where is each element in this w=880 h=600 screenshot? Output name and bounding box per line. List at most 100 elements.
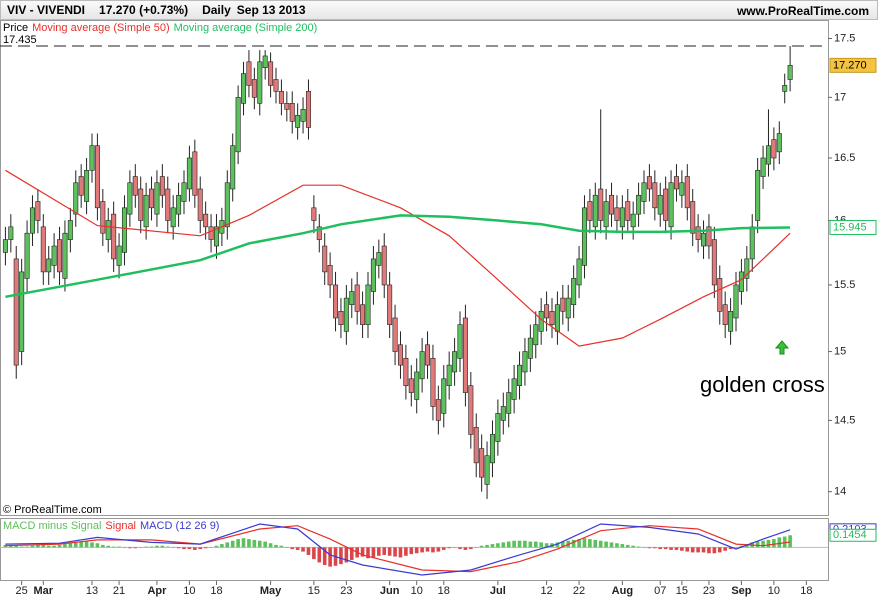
histogram-bar bbox=[772, 539, 776, 548]
candle-body bbox=[19, 271, 25, 352]
x-tick-label: Jun bbox=[380, 585, 400, 597]
candle-body bbox=[776, 133, 782, 153]
histogram-bar bbox=[182, 547, 186, 550]
histogram-bar bbox=[101, 544, 105, 548]
candle-body bbox=[284, 103, 290, 110]
histogram-bar bbox=[30, 545, 35, 548]
candle-body bbox=[760, 157, 766, 177]
value-tag bbox=[829, 528, 877, 542]
histogram-bar bbox=[755, 541, 760, 548]
histogram-bar bbox=[187, 547, 192, 550]
histogram-bar bbox=[404, 547, 408, 556]
candle-body bbox=[295, 115, 301, 128]
histogram-bar bbox=[474, 547, 479, 548]
histogram-bar bbox=[625, 544, 630, 548]
histogram-bar bbox=[339, 547, 343, 565]
histogram-bar bbox=[268, 543, 273, 548]
candle-body bbox=[636, 194, 642, 215]
histogram-bar bbox=[155, 545, 159, 548]
histogram-bar bbox=[777, 537, 782, 548]
candle-body bbox=[165, 188, 171, 221]
histogram-bar bbox=[441, 547, 446, 550]
histogram-bar bbox=[312, 547, 316, 560]
candle-body bbox=[787, 65, 793, 80]
histogram-bar bbox=[371, 547, 376, 558]
histogram-bar bbox=[19, 546, 24, 548]
candle-body bbox=[722, 304, 728, 325]
candle-body bbox=[387, 284, 393, 325]
candle-body bbox=[397, 344, 403, 366]
histogram-bar bbox=[523, 540, 527, 548]
histogram-bar bbox=[193, 547, 197, 550]
y-tick-label: 17.5 bbox=[834, 32, 855, 44]
x-tick-label: 23 bbox=[703, 585, 715, 597]
x-tick-label: 23 bbox=[340, 585, 352, 597]
histogram-bar bbox=[306, 547, 311, 555]
candle-body bbox=[197, 188, 203, 221]
histogram-bar bbox=[68, 543, 73, 548]
candle-body bbox=[365, 284, 371, 325]
histogram-bar bbox=[485, 544, 489, 548]
histogram-bar bbox=[36, 544, 40, 548]
histogram-bar bbox=[452, 547, 457, 548]
candle-body bbox=[316, 226, 322, 240]
histogram-bar bbox=[593, 539, 598, 548]
histogram-bar bbox=[257, 540, 262, 548]
candle-body bbox=[684, 176, 690, 209]
histogram-bar bbox=[712, 547, 717, 554]
histogram-bar bbox=[685, 547, 690, 552]
candle-body bbox=[35, 201, 41, 221]
histogram-bar bbox=[696, 547, 700, 553]
x-tick-label: 10 bbox=[411, 585, 423, 597]
candle-body bbox=[143, 194, 149, 228]
candle-body bbox=[441, 378, 447, 414]
histogram-bar bbox=[138, 547, 143, 548]
candle-body bbox=[46, 258, 52, 273]
candle-body bbox=[57, 239, 63, 273]
candle-body bbox=[500, 406, 506, 421]
legend-entry: MACD (12 26 9) bbox=[140, 520, 220, 532]
histogram-bar bbox=[788, 535, 792, 548]
candle-body bbox=[425, 344, 431, 366]
histogram-bar bbox=[279, 545, 284, 548]
histogram-bar bbox=[447, 547, 451, 549]
candle-body bbox=[549, 311, 555, 325]
histogram-bar bbox=[642, 547, 646, 548]
histogram-bar bbox=[690, 547, 695, 553]
histogram-bar bbox=[230, 540, 235, 548]
x-tick-label: Jul bbox=[490, 585, 506, 597]
candle-body bbox=[257, 61, 263, 104]
candle-body bbox=[414, 371, 420, 400]
candle-body bbox=[2, 239, 8, 253]
candle-body bbox=[419, 351, 425, 380]
histogram-bar bbox=[588, 539, 592, 548]
histogram-bar bbox=[247, 539, 251, 548]
histogram-bar bbox=[106, 545, 111, 548]
histogram-bar bbox=[571, 539, 576, 548]
candle-body bbox=[51, 245, 57, 266]
candle-body bbox=[771, 139, 777, 159]
macd-panel-frame bbox=[0, 518, 829, 581]
moving-average bbox=[5, 169, 791, 347]
candle-body bbox=[235, 97, 241, 153]
candle-body bbox=[522, 351, 528, 373]
histogram-bar bbox=[723, 547, 727, 551]
candle-body bbox=[765, 145, 771, 165]
y-tick-label: 15 bbox=[834, 345, 846, 357]
histogram-bar bbox=[647, 547, 652, 549]
candle-body bbox=[24, 232, 30, 279]
histogram-bar bbox=[382, 547, 387, 555]
candle-body bbox=[241, 73, 247, 104]
histogram-bar bbox=[214, 545, 219, 548]
histogram-bar bbox=[669, 547, 673, 550]
histogram-bar bbox=[631, 545, 635, 548]
indicator-line bbox=[5, 523, 791, 576]
histogram-bar bbox=[209, 547, 213, 548]
candle-body bbox=[489, 434, 495, 464]
x-tick-label: 18 bbox=[800, 585, 812, 597]
histogram-bar bbox=[133, 547, 138, 549]
candle-body bbox=[8, 226, 14, 240]
y-tick-label: 14.5 bbox=[834, 414, 855, 426]
x-tick-label: Aug bbox=[612, 585, 633, 597]
candle-body bbox=[452, 351, 458, 373]
